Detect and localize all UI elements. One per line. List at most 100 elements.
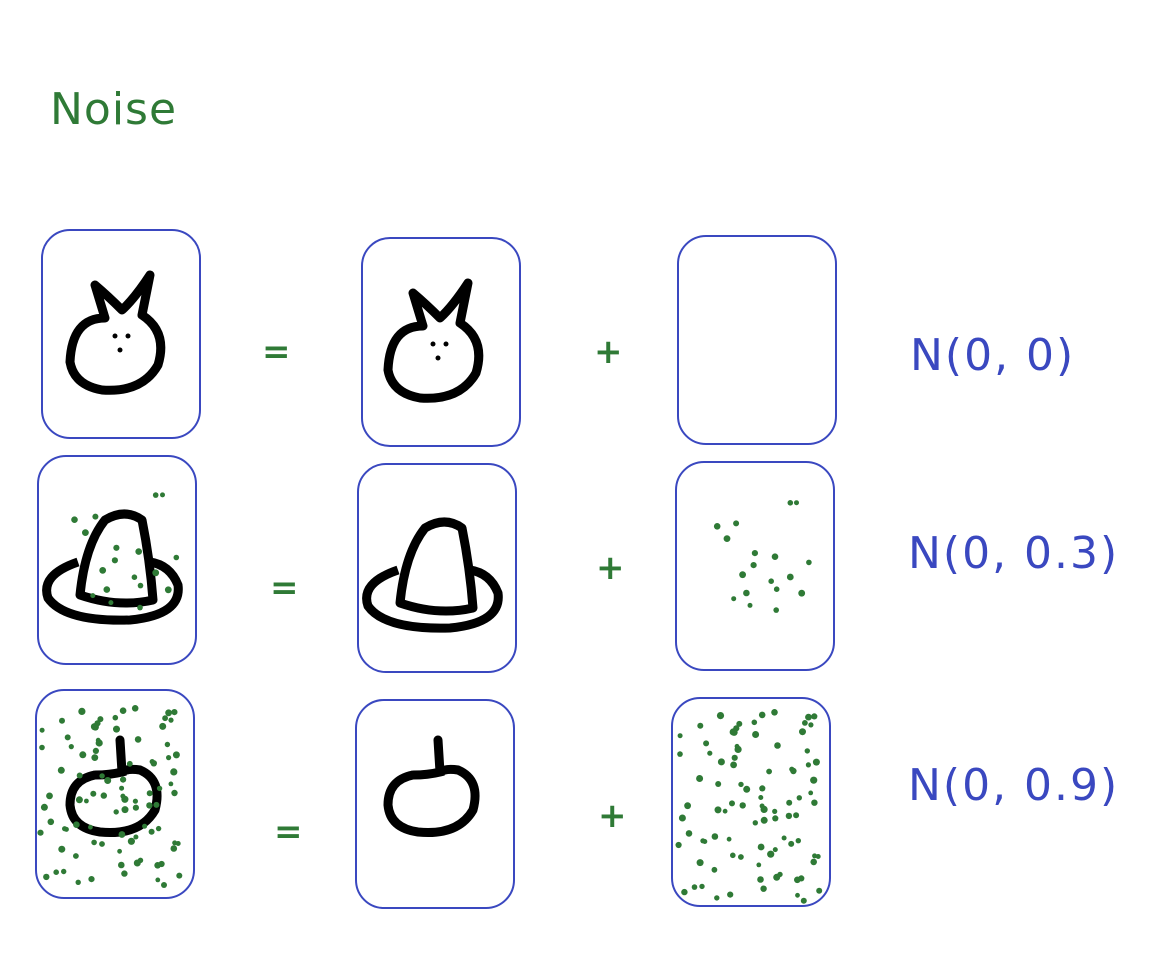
noise-dot <box>790 767 797 775</box>
noise-dot <box>131 574 138 580</box>
noise-dot <box>815 854 821 859</box>
noise-dot <box>794 876 801 884</box>
noise-dot <box>816 887 823 894</box>
noise-dot <box>121 806 129 814</box>
noise-dot <box>170 845 178 852</box>
noise-dot <box>734 745 742 754</box>
noise-dot <box>810 776 818 784</box>
noise-dot <box>92 513 99 520</box>
noise-dot <box>810 858 817 866</box>
noise-dot <box>729 800 735 807</box>
noise-dot <box>155 825 162 832</box>
noise-dot <box>79 751 87 759</box>
noise-dot <box>772 815 779 822</box>
noise-dot <box>91 754 99 761</box>
noise-dot <box>685 830 693 837</box>
noise-dot <box>751 550 759 557</box>
noise-dot <box>785 812 793 820</box>
noise-dots-box-2 <box>713 500 812 613</box>
noise-dot <box>57 766 65 774</box>
noise-dot <box>714 806 722 814</box>
noise-dot <box>796 795 802 801</box>
noise-dot <box>730 761 737 769</box>
noise-dot <box>699 883 705 890</box>
noise-dot <box>61 868 67 875</box>
noise-dot <box>137 582 144 589</box>
noise-dot <box>133 834 139 840</box>
noise-dot <box>733 725 740 732</box>
noise-dot <box>716 712 725 720</box>
noise-dot <box>53 869 59 875</box>
noise-dot <box>696 775 704 782</box>
noise-dot <box>164 586 172 594</box>
noise-dot <box>681 888 688 896</box>
noise-dot <box>170 768 178 776</box>
input-image-box-3 <box>35 689 195 899</box>
noise-dot <box>91 839 97 846</box>
noise-dot <box>92 747 99 755</box>
noise-dot <box>121 870 128 877</box>
noise-dot <box>760 885 767 892</box>
noise-dot <box>165 709 173 717</box>
noise-dot <box>95 739 103 747</box>
plus-sign-1: + <box>594 332 623 372</box>
noise-dot <box>788 840 795 847</box>
noise-dot <box>736 720 743 727</box>
noise-dot <box>711 833 719 840</box>
noise-dot <box>758 711 766 719</box>
noise-dot <box>88 876 95 883</box>
noise-dot <box>759 785 766 792</box>
noise-dot <box>103 586 111 593</box>
noise-dot <box>132 804 139 811</box>
noise-dot <box>773 586 780 592</box>
noise-dot <box>78 707 86 716</box>
noise-dot <box>146 802 153 809</box>
noise-dot <box>751 719 758 726</box>
noise-dot <box>812 758 820 766</box>
noise-dot <box>90 790 97 797</box>
noise-dot <box>155 877 161 883</box>
noise-dot <box>82 529 89 536</box>
noise-dot <box>787 500 794 506</box>
noise-dot <box>773 873 781 881</box>
noise-dot <box>142 823 148 829</box>
noise-dot <box>120 776 127 783</box>
noise-dot <box>99 567 107 574</box>
noise-dot <box>99 773 105 779</box>
noise-dot <box>766 768 772 775</box>
noise-dot <box>133 859 141 867</box>
noise-box-1 <box>677 235 837 445</box>
noise-dot <box>713 523 721 530</box>
noise-dot <box>804 748 810 754</box>
noise-dot <box>786 799 793 806</box>
noise-dot <box>176 872 183 879</box>
noise-dot <box>162 715 169 722</box>
noise-dot <box>148 828 155 835</box>
noise-dot <box>731 596 737 602</box>
noise-dot <box>135 548 142 555</box>
equals-sign-3: = <box>274 812 303 852</box>
noise-dot <box>164 741 171 748</box>
noise-dot <box>772 808 778 815</box>
noise-dot <box>43 873 50 881</box>
noise-dot <box>697 722 704 729</box>
noise-dot <box>773 607 779 613</box>
noise-dot <box>175 841 181 846</box>
noise-dot <box>722 808 728 814</box>
noise-dot <box>75 796 83 804</box>
noise-dot <box>94 720 101 727</box>
noise-dot <box>730 852 736 859</box>
noise-dot <box>154 862 161 869</box>
equals-sign-1: = <box>262 332 291 372</box>
noise-dot <box>811 799 818 806</box>
noise-dot <box>168 781 174 787</box>
noise-dot <box>727 891 734 898</box>
noise-dot <box>117 848 122 854</box>
noise-dot <box>760 816 768 824</box>
clean-image-box-3 <box>355 699 515 909</box>
noise-dot <box>771 553 779 560</box>
plus-sign-2: + <box>596 548 625 588</box>
noise-dot <box>774 742 781 749</box>
noise-dots-box-3 <box>675 709 823 904</box>
noise-dot <box>40 803 48 811</box>
